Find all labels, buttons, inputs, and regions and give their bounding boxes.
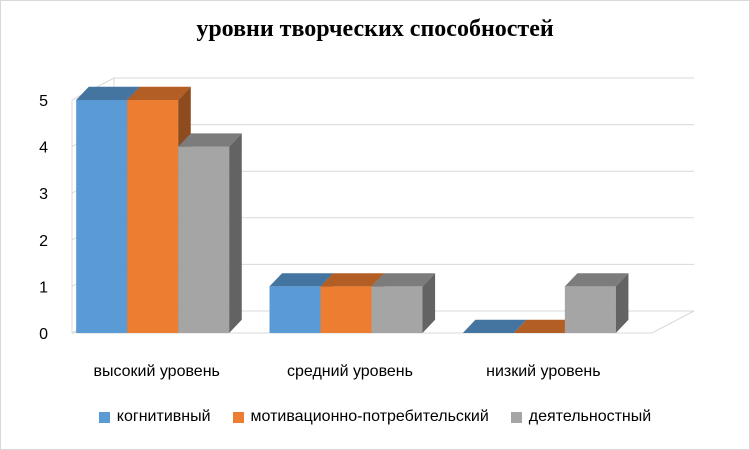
legend-swatch-motivational (232, 411, 244, 423)
bar-1-3-top (178, 133, 242, 147)
legend-label-activity: деятельностный (528, 408, 652, 425)
bar-1-2-front (127, 100, 179, 333)
bar-1-1-top (76, 86, 140, 100)
x-tick-label-2: средний уровень (287, 363, 413, 380)
bar-3-3-front (564, 286, 616, 333)
legend-swatch-cognitive (98, 411, 110, 423)
bar-1-3-side (229, 133, 242, 333)
y-tick-label-1: 1 (39, 279, 48, 296)
bar-1-1-front (76, 100, 128, 333)
bar-2-3-side (422, 273, 436, 333)
legend-swatch-activity (510, 411, 522, 423)
x-tick-label-3: низкий уровень (486, 363, 600, 380)
y-tick-label-0: 0 (39, 326, 48, 343)
bar-1-3-front (178, 146, 230, 333)
x-tick-label-1: высокий уровень (93, 363, 219, 380)
legend-item-activity: деятельностный (510, 408, 652, 426)
chart-plot: 0 1 2 3 4 5 высокий уровень средний уровень низк… (39, 77, 695, 380)
bar-2-2-front (320, 286, 372, 333)
bar-2-2-top (320, 273, 385, 287)
bar-3-2-top (513, 319, 578, 333)
chart-title: уровни творческих способностей (196, 16, 554, 42)
bar-3-1-top (462, 319, 527, 333)
legend-label-motivational: мотивационно-потребительский (250, 408, 489, 425)
bar-1-2-top (127, 86, 191, 100)
bar-2-1-top (269, 273, 334, 287)
y-tick-label-5: 5 (39, 93, 48, 110)
y-tick-label-3: 3 (39, 186, 48, 203)
legend-label-cognitive: когнитивный (116, 408, 211, 425)
bar-2-1-front (269, 286, 321, 333)
bar-3-3-top (564, 273, 629, 287)
legend-item-cognitive: когнитивный (98, 408, 211, 426)
bar-2-3-front (371, 286, 423, 333)
bar-2-3-top (371, 273, 436, 287)
chart-legend: когнитивный мотивационно-потребительский… (0, 408, 750, 426)
y-tick-label-4: 4 (39, 140, 48, 157)
bar-3-3-side (615, 273, 629, 333)
y-tick-label-2: 2 (39, 233, 48, 250)
legend-item-motivational: мотивационно-потребительский (232, 408, 489, 426)
